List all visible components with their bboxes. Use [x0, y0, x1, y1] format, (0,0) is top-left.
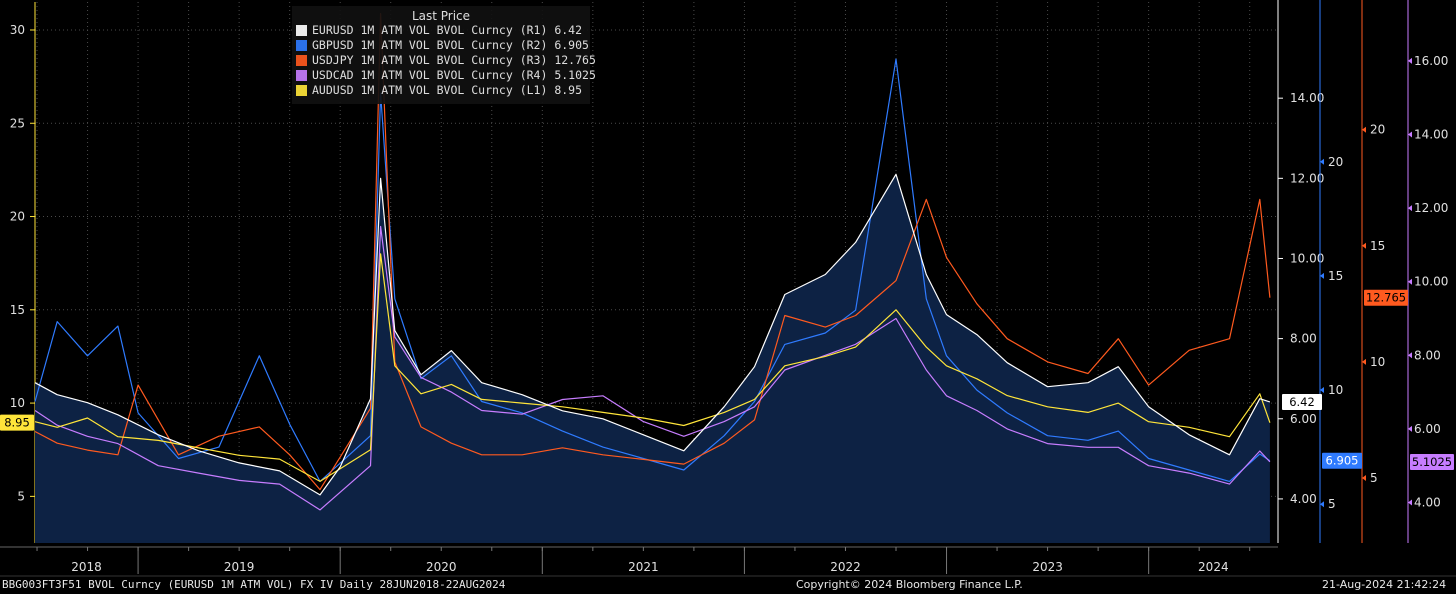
legend-item-audusd: AUDUSD 1M ATM VOL BVOL Curncy (L1) 8.95 — [292, 83, 590, 98]
legend-swatch-audusd — [296, 85, 307, 96]
right-axis-tick-label: 16.00 — [1414, 54, 1448, 68]
legend-swatch-usdjpy — [296, 55, 307, 66]
legend-swatch-eurusd — [296, 25, 307, 36]
legend-label-eurusd: EURUSD 1M ATM VOL BVOL Curncy (R1) 6.42 — [312, 23, 582, 37]
right-axis-tick-label: 15 — [1328, 269, 1343, 283]
left-axis-tick-label: 30 — [10, 23, 25, 37]
right-axis-tick-label: 5 — [1370, 471, 1378, 485]
legend-swatch-usdcad — [296, 70, 307, 81]
x-axis-label: 2022 — [830, 560, 861, 574]
right-axis-tick-label: 20 — [1370, 123, 1385, 137]
last-value-text-l1: 8.95 — [4, 416, 30, 430]
right-axis-tick-label: 6.00 — [1414, 422, 1441, 436]
right-axis-tick-label: 15 — [1370, 239, 1385, 253]
right-axis-tick-label: 10.00 — [1414, 275, 1448, 289]
x-axis-label: 2018 — [71, 560, 102, 574]
legend-item-usdjpy: USDJPY 1M ATM VOL BVOL Curncy (R3) 12.76… — [292, 53, 590, 68]
legend-label-usdcad: USDCAD 1M ATM VOL BVOL Curncy (R4) 5.102… — [312, 68, 596, 82]
legend-label-usdjpy: USDJPY 1M ATM VOL BVOL Curncy (R3) 12.76… — [312, 53, 596, 67]
footer-ticker: BBG003FT3F51 BVOL Curncy (EURUSD 1M ATM … — [2, 578, 505, 591]
right-axis-tick-label: 8.00 — [1290, 332, 1317, 346]
legend-swatch-gbpusd — [296, 40, 307, 51]
last-value-text-r1: 6.42 — [1289, 395, 1315, 409]
left-axis-tick-label: 20 — [10, 210, 25, 224]
x-axis-label: 2019 — [224, 560, 255, 574]
x-axis-label: 2024 — [1198, 560, 1229, 574]
right-axis-tick-label: 10 — [1328, 383, 1343, 397]
left-axis-tick-label: 10 — [10, 396, 25, 410]
right-axis-tick-label: 12.00 — [1290, 171, 1324, 185]
chart-canvas: 5 10 15 20 25 30 4.00 6.00 8.00 10.00 12.00 14.00 5 1… — [0, 0, 1456, 594]
right-axis-tick-label: 5 — [1328, 497, 1336, 511]
left-axis-tick-label: 25 — [10, 116, 25, 130]
right-axis-tick-label: 20 — [1328, 155, 1343, 169]
footer-timestamp: 21-Aug-2024 21:42:24 — [1322, 578, 1446, 591]
legend: Last Price EURUSD 1M ATM VOL BVOL Curncy… — [292, 6, 590, 104]
legend-item-eurusd: EURUSD 1M ATM VOL BVOL Curncy (R1) 6.42 — [292, 23, 590, 38]
legend-item-usdcad: USDCAD 1M ATM VOL BVOL Curncy (R4) 5.102… — [292, 68, 590, 83]
right-axis-tick-label: 12.00 — [1414, 201, 1448, 215]
right-axis-tick-label: 6.00 — [1290, 412, 1317, 426]
left-axis-tick-label: 5 — [17, 489, 25, 503]
right-axis-tick-label: 4.00 — [1290, 492, 1317, 506]
right-axis-tick-label: 10 — [1370, 355, 1385, 369]
x-axis-label: 2020 — [426, 560, 457, 574]
last-value-text-r2: 6.905 — [1326, 454, 1359, 468]
footer-copyright: Copyright© 2024 Bloomberg Finance L.P. — [796, 578, 1023, 591]
x-axis-label: 2023 — [1032, 560, 1063, 574]
legend-label-gbpusd: GBPUSD 1M ATM VOL BVOL Curncy (R2) 6.905 — [312, 38, 589, 52]
right-axis-tick-label: 14.00 — [1414, 127, 1448, 141]
right-axis-tick-label: 4.00 — [1414, 496, 1441, 510]
legend-label-audusd: AUDUSD 1M ATM VOL BVOL Curncy (L1) 8.95 — [312, 83, 582, 97]
x-axis-label: 2021 — [628, 560, 659, 574]
last-value-text-r3: 12.765 — [1366, 291, 1406, 305]
right-axis-tick-label: 14.00 — [1290, 91, 1324, 105]
left-axis-tick-label: 15 — [10, 303, 25, 317]
last-value-text-r4: 5.1025 — [1412, 455, 1452, 469]
legend-title: Last Price — [292, 9, 590, 23]
right-axis-tick-label: 10.00 — [1290, 251, 1324, 265]
right-axis-tick-label: 8.00 — [1414, 348, 1441, 362]
legend-item-gbpusd: GBPUSD 1M ATM VOL BVOL Curncy (R2) 6.905 — [292, 38, 590, 53]
